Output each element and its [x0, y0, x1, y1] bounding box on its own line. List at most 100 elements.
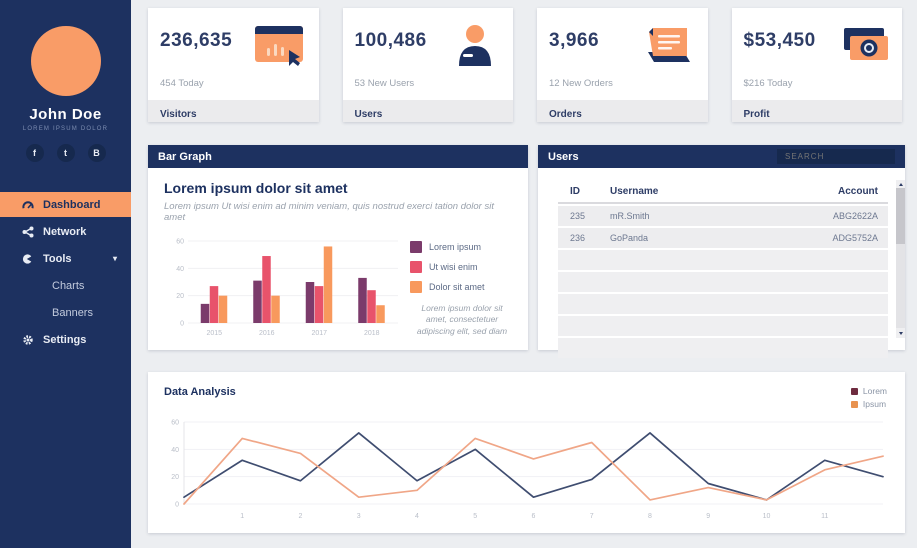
stat-card-profit: $53,450 $216 Today Profit	[731, 8, 902, 122]
svg-text:1: 1	[240, 513, 244, 520]
orders-footer: Orders	[537, 100, 708, 122]
bar-graph-header-title: Bar Graph	[158, 150, 212, 163]
sidebar-item-label: Dashboard	[43, 198, 101, 211]
bar-chart-legend: Lorem ipsum Ut wisi enim Dolor sit amet …	[410, 241, 514, 339]
users-footer: Users	[342, 100, 513, 122]
facebook-icon[interactable]: f	[25, 144, 44, 162]
svg-text:8: 8	[648, 513, 652, 520]
bar-graph-header: Bar Graph	[148, 145, 528, 168]
svg-text:60: 60	[176, 239, 184, 246]
svg-text:2018: 2018	[364, 330, 380, 337]
svg-text:0: 0	[175, 502, 179, 509]
col-account: Account	[838, 185, 878, 197]
legend-item: Ut wisi enim	[410, 261, 514, 273]
avatar[interactable]	[30, 26, 101, 96]
sidebar-item-charts[interactable]: Charts	[0, 273, 131, 298]
legend-item: Lorem	[850, 386, 887, 396]
table-scrollbar[interactable]	[896, 180, 905, 338]
legend-label: Dolor sit amet	[429, 282, 485, 292]
network-icon	[22, 226, 34, 238]
legend-label: Lorem	[862, 386, 887, 396]
profit-sub: $216 Today	[743, 78, 793, 89]
users-table-header: ID Username Account	[558, 180, 888, 204]
sidebar: John Doe LOREM IPSUM DOLOR f t B Dashboa…	[0, 0, 131, 548]
scrollbar-thumb[interactable]	[896, 188, 905, 244]
money-icon	[834, 22, 890, 68]
sidebar-nav: Dashboard Network Tools ▾ Charts Banners…	[0, 192, 131, 352]
svg-text:2016: 2016	[259, 330, 275, 337]
users-table: ID Username Account 235 mR.Smith ABG2622…	[558, 180, 888, 358]
svg-text:0: 0	[180, 321, 184, 328]
table-row[interactable]: 236 GoPanda ADG5752A	[558, 228, 888, 248]
legend-label: Lorem ipsum	[429, 242, 482, 252]
main-content: 236,635 454 Today Visitors	[131, 0, 917, 548]
table-row-empty	[558, 338, 888, 358]
sidebar-item-label: Network	[43, 225, 87, 238]
cell-account: ABG2622A	[832, 211, 878, 221]
behance-icon[interactable]: B	[87, 144, 106, 162]
users-header: Users	[538, 145, 905, 168]
svg-text:9: 9	[706, 513, 710, 520]
svg-text:10: 10	[763, 513, 771, 520]
legend-swatch-ipsum	[850, 400, 858, 408]
svg-text:40: 40	[176, 266, 184, 273]
social-links: f t B	[0, 144, 131, 162]
legend-swatch-lorem	[850, 387, 858, 395]
svg-text:7: 7	[590, 513, 594, 520]
gauge-icon	[22, 199, 34, 211]
users-sub: 53 New Users	[354, 78, 415, 89]
table-row-empty	[558, 316, 888, 336]
visitors-value: 236,635	[160, 30, 233, 51]
line-chart-legend: Lorem Ipsum	[850, 386, 887, 412]
svg-text:40: 40	[171, 447, 179, 454]
svg-text:3: 3	[357, 513, 361, 520]
receipt-icon	[640, 22, 696, 68]
sidebar-item-label: Settings	[43, 333, 87, 346]
cell-id: 235	[570, 211, 586, 221]
stat-card-users: 100,486 53 New Users Users	[342, 8, 513, 122]
users-value: 100,486	[354, 30, 427, 51]
data-analysis-card: Data Analysis Lorem Ipsum 0 20 40 60 1 2 3 4 5 6 7…	[148, 372, 905, 533]
bar-graph-card: Bar Graph Lorem ipsum dolor sit amet Lor…	[148, 145, 528, 350]
browser-chart-icon	[251, 22, 307, 68]
twitter-icon[interactable]: t	[56, 144, 75, 162]
col-username: Username	[610, 185, 659, 197]
bar-chart-title: Lorem ipsum dolor sit amet	[164, 180, 348, 196]
svg-text:20: 20	[176, 293, 184, 300]
table-row-empty	[558, 250, 888, 270]
sidebar-item-banners[interactable]: Banners	[0, 300, 131, 325]
svg-text:2017: 2017	[311, 330, 327, 337]
cell-account: ADG5752A	[832, 233, 878, 243]
table-row[interactable]: 235 mR.Smith ABG2622A	[558, 206, 888, 226]
cell-username: mR.Smith	[610, 211, 650, 221]
table-row-empty	[558, 294, 888, 314]
profile-subtitle: LOREM IPSUM DOLOR	[22, 126, 109, 132]
line-chart: 0 20 40 60 1 2 3 4 5 6 7 8 9 10 11	[171, 420, 884, 520]
chevron-down-icon[interactable]: ▾	[112, 254, 117, 263]
profit-value: $53,450	[743, 30, 816, 51]
sidebar-item-network[interactable]: Network	[0, 219, 131, 244]
svg-text:5: 5	[473, 513, 477, 520]
bar-chart-caption: Lorem ipsum dolor sit amet, consectetuer…	[416, 303, 508, 336]
bar-chart-subtitle: Lorem ipsum Ut wisi enim ad minim veniam…	[164, 201, 494, 223]
orders-sub: 12 New Orders	[549, 78, 613, 89]
wrench-icon	[22, 253, 34, 265]
legend-swatch-dolor	[410, 281, 422, 293]
data-analysis-title: Data Analysis	[164, 386, 236, 398]
scrollbar-up-icon[interactable]	[896, 180, 905, 188]
visitors-footer: Visitors	[148, 100, 319, 122]
sidebar-item-label: Charts	[52, 279, 85, 292]
sidebar-item-settings[interactable]: Settings	[0, 327, 131, 352]
svg-text:2015: 2015	[206, 330, 222, 337]
cell-username: GoPanda	[610, 233, 649, 243]
search-input[interactable]	[777, 149, 895, 164]
sidebar-item-label: Tools	[43, 252, 72, 265]
sidebar-item-tools[interactable]: Tools ▾	[0, 246, 131, 271]
person-icon	[445, 22, 501, 68]
svg-text:20: 20	[171, 474, 179, 481]
profit-footer: Profit	[731, 100, 902, 122]
bar-chart: 0 20 40 60 2015 2016 2017 2018	[176, 239, 398, 337]
scrollbar-down-icon[interactable]	[896, 328, 905, 338]
sidebar-item-dashboard[interactable]: Dashboard	[0, 192, 131, 217]
sidebar-item-label: Banners	[52, 306, 93, 319]
